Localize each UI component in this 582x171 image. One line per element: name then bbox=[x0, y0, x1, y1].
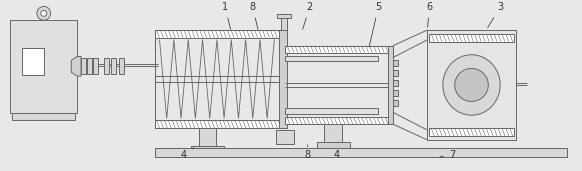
Bar bbox=[317, 142, 350, 148]
Bar bbox=[285, 56, 378, 61]
Bar bbox=[285, 108, 378, 114]
Text: 4: 4 bbox=[334, 150, 340, 160]
Bar bbox=[10, 20, 77, 113]
Text: 4: 4 bbox=[181, 148, 194, 160]
Text: 7: 7 bbox=[440, 150, 455, 160]
Bar bbox=[393, 60, 398, 66]
Text: 2: 2 bbox=[303, 2, 313, 29]
Bar bbox=[155, 120, 282, 128]
Text: 8: 8 bbox=[304, 145, 311, 160]
Bar bbox=[87, 58, 92, 74]
Bar bbox=[324, 124, 342, 142]
Bar bbox=[81, 58, 86, 74]
Bar bbox=[191, 146, 224, 151]
Bar bbox=[388, 46, 393, 124]
Bar bbox=[12, 113, 75, 120]
Bar bbox=[285, 117, 393, 124]
Bar bbox=[393, 100, 398, 106]
Bar bbox=[199, 128, 217, 146]
Text: 3: 3 bbox=[488, 2, 503, 28]
Bar bbox=[285, 46, 393, 52]
Polygon shape bbox=[71, 56, 81, 76]
Bar bbox=[276, 130, 294, 144]
Bar bbox=[104, 58, 108, 74]
Bar bbox=[430, 34, 514, 42]
Bar bbox=[155, 30, 282, 38]
Bar bbox=[393, 80, 398, 86]
Ellipse shape bbox=[455, 68, 488, 101]
Text: 6: 6 bbox=[426, 2, 432, 27]
Bar bbox=[393, 70, 398, 76]
Text: 1: 1 bbox=[222, 2, 230, 29]
Bar bbox=[93, 58, 98, 74]
Bar bbox=[393, 90, 398, 96]
Bar bbox=[22, 48, 44, 75]
Bar bbox=[279, 30, 287, 128]
Bar bbox=[112, 58, 116, 74]
Bar bbox=[427, 30, 516, 140]
Ellipse shape bbox=[443, 55, 500, 115]
Bar bbox=[155, 30, 282, 128]
Text: 5: 5 bbox=[369, 2, 381, 47]
Circle shape bbox=[41, 10, 47, 16]
Bar bbox=[281, 16, 287, 30]
Circle shape bbox=[37, 6, 51, 20]
Bar bbox=[277, 14, 291, 18]
Bar bbox=[155, 148, 567, 157]
Bar bbox=[430, 128, 514, 136]
Bar bbox=[119, 58, 124, 74]
Text: 8: 8 bbox=[250, 2, 258, 29]
